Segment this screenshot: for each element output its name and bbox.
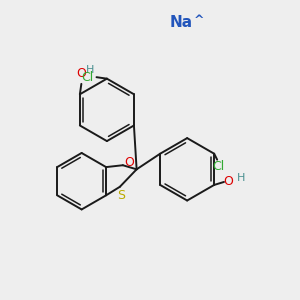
Text: O: O [76, 67, 86, 80]
Text: Na: Na [169, 15, 193, 30]
Text: O: O [224, 176, 233, 188]
Text: Cl: Cl [82, 71, 94, 84]
Text: ^: ^ [194, 14, 204, 27]
Text: H: H [85, 65, 94, 75]
Text: Cl: Cl [212, 160, 225, 173]
Text: O: O [124, 156, 134, 170]
Text: H: H [237, 173, 245, 183]
Text: S: S [117, 189, 125, 202]
